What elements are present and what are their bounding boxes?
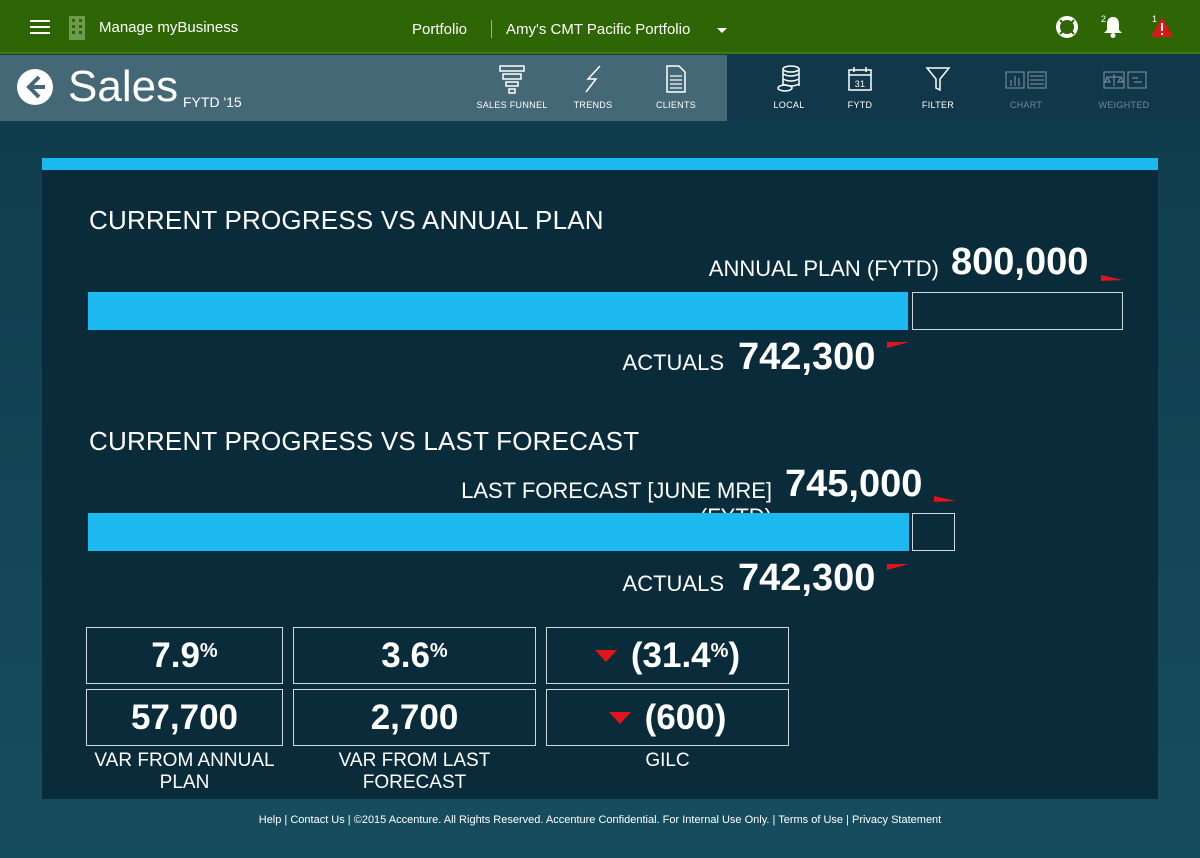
gilc-label: GILC <box>645 750 690 771</box>
trends-button[interactable]: TRENDS <box>568 64 618 110</box>
actuals-label-2: ACTUALS <box>622 571 724 596</box>
annual-var-pct-value: 7.9 <box>151 635 200 675</box>
building-icon <box>69 16 85 40</box>
actuals-value-1: 742,300 <box>738 336 876 378</box>
annual-progress-bar <box>88 292 908 330</box>
forecast-var-pct: 3.6% <box>293 627 536 684</box>
clients-button[interactable]: CLIENTS <box>654 64 698 110</box>
footer[interactable]: Help | Contact Us | ©2015 Accenture. All… <box>258 814 942 826</box>
chart-icon <box>1005 71 1047 89</box>
percent-sign: % <box>429 640 448 662</box>
bell-icon[interactable] <box>1102 15 1124 39</box>
section-title-annual: CURRENT PROGRESS VS ANNUAL PLAN <box>89 205 604 235</box>
clients-label: CLIENTS <box>655 100 697 110</box>
filter-icon <box>925 67 951 92</box>
menu-icon[interactable] <box>30 20 50 34</box>
notification-count: 2 <box>1101 14 1107 24</box>
page-title: Sales <box>68 62 179 111</box>
annual-plan-label: ANNUAL PLAN (FYTD) <box>708 256 939 281</box>
forecast-progress-bar <box>88 513 909 551</box>
warning-icon[interactable] <box>1150 16 1174 38</box>
filter-label: FILTER <box>921 100 955 110</box>
sales-funnel-label: SALES FUNNEL <box>476 100 548 110</box>
alert-count: 1 <box>1152 14 1158 24</box>
sales-panel <box>42 158 1158 799</box>
fytd-label: FYTD <box>847 100 873 110</box>
annual-plan-value: 800,000 <box>951 241 1089 283</box>
red-flag-icon <box>887 564 909 570</box>
header-divider <box>491 20 492 38</box>
forecast-remaining <box>912 513 955 551</box>
portfolio-selector[interactable]: Amy's CMT Pacific Portfolio <box>506 21 691 38</box>
weighted-button[interactable]: WEIGHTED <box>1096 64 1152 110</box>
forecast-var-amount: 2,700 <box>293 689 536 746</box>
down-triangle-icon <box>594 649 617 662</box>
forecast-var-amount-value: 2,700 <box>370 697 459 737</box>
annual-var-amount: 57,700 <box>86 689 283 746</box>
annual-var-amount-value: 57,700 <box>130 697 239 737</box>
gilc-pct-value: (31.4 <box>630 635 711 675</box>
section-title-forecast: CURRENT PROGRESS VS LAST FORECAST <box>89 426 640 456</box>
percent-sign: % <box>199 640 218 662</box>
forecast-var-pct-value: 3.6 <box>381 635 430 675</box>
lifebuoy-icon[interactable] <box>1056 16 1078 38</box>
annual-plan-remaining <box>912 292 1123 330</box>
percent-sign: % <box>710 640 729 662</box>
actuals-value-2: 742,300 <box>738 557 876 599</box>
calendar-day: 31 <box>855 79 866 89</box>
weighted-label: WEIGHTED <box>1098 100 1150 110</box>
gilc-amount-value: (600) <box>644 697 727 737</box>
filter-button[interactable]: FILTER <box>918 64 958 110</box>
document-icon <box>666 65 686 93</box>
last-forecast-value: 745,000 <box>785 463 923 505</box>
gilc-pct: (31.4%) <box>546 627 789 684</box>
local-button[interactable]: LOCAL <box>770 64 808 110</box>
app-title[interactable]: Manage myBusiness <box>99 19 239 36</box>
red-flag-icon <box>887 342 909 348</box>
chevron-down-icon[interactable] <box>717 28 727 33</box>
toolbar-left <box>0 55 727 121</box>
down-triangle-icon <box>608 711 631 724</box>
gilc-amount: (600) <box>546 689 789 746</box>
chart-button[interactable]: CHART <box>1004 64 1048 110</box>
trends-icon <box>585 65 601 93</box>
red-flag-icon <box>1101 275 1123 281</box>
sales-funnel-button[interactable]: SALES FUNNEL <box>476 64 548 110</box>
local-label: LOCAL <box>773 100 805 110</box>
top-bar: Manage myBusiness Portfolio Amy's CMT Pa… <box>0 0 1200 54</box>
annual-var-label: VAR FROM ANNUAL PLAN <box>94 750 275 793</box>
annual-var-pct: 7.9% <box>86 627 283 684</box>
back-arrow-icon[interactable] <box>16 68 54 106</box>
calendar-icon: 31 <box>848 67 872 91</box>
coins-icon <box>777 65 800 92</box>
scales-icon <box>1103 71 1147 89</box>
chart-label: CHART <box>1009 100 1043 110</box>
forecast-var-label: VAR FROM LAST FORECAST <box>338 750 491 793</box>
trends-label: TRENDS <box>573 100 613 110</box>
portfolio-label: Portfolio <box>412 21 468 38</box>
actuals-label-1: ACTUALS <box>622 350 724 375</box>
gilc-pct-close: ) <box>728 635 741 675</box>
red-flag-icon <box>934 496 956 502</box>
funnel-stack-icon <box>499 65 525 94</box>
page-subtitle: FYTD '15 <box>183 94 242 110</box>
fytd-button[interactable]: 31 FYTD <box>844 64 876 110</box>
